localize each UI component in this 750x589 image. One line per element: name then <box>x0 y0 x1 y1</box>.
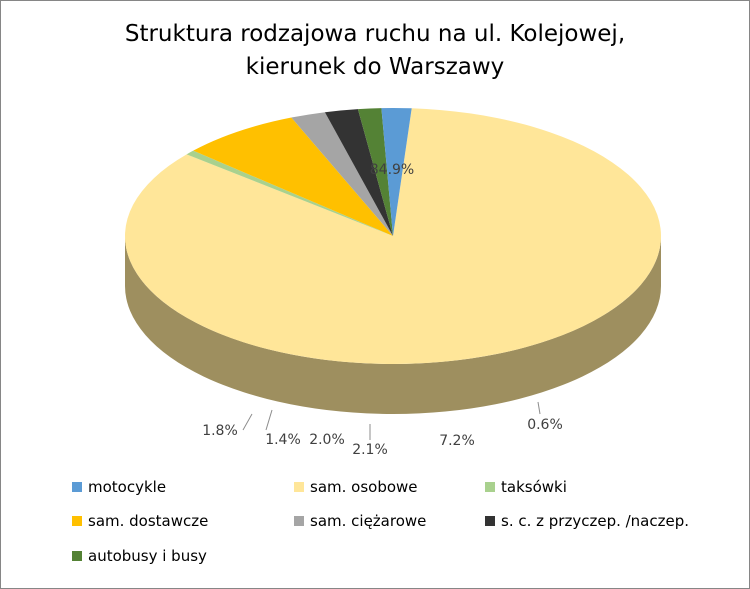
pie-slice-s-c-z-przyczep-naczep-[interactable] <box>324 109 393 236</box>
data-label-sam-ci-arowe: 2.1% <box>352 442 388 458</box>
chart-title-line-2: kierunek do Warszawy <box>245 54 505 80</box>
pie-slice-sam-dostawcze[interactable] <box>193 117 393 236</box>
legend-item: autobusy i busy <box>72 547 207 565</box>
legend-swatch <box>72 516 82 526</box>
pie-side-sam-osobowe <box>125 236 661 414</box>
chart-title: Struktura rodzajowa ruchu na ul. Kolejow… <box>0 18 750 84</box>
legend-label: sam. dostawcze <box>88 512 209 530</box>
data-label-taks-wki: 0.6% <box>527 417 563 433</box>
pie-slice-taks-wki[interactable] <box>186 150 393 236</box>
legend-label: sam. ciężarowe <box>310 512 427 530</box>
legend-label: sam. osobowe <box>310 478 418 496</box>
leader-line-1 <box>537 401 541 415</box>
data-label-motocykle: 1.8% <box>202 423 238 439</box>
data-label-sam-dostawcze: 7.2% <box>439 433 475 449</box>
legend-swatch <box>294 482 304 492</box>
legend-swatch <box>485 482 495 492</box>
chart-title-line-1: Struktura rodzajowa ruchu na ul. Kolejow… <box>124 21 626 47</box>
legend-item: sam. dostawcze <box>72 512 208 530</box>
legend-label: s. c. z przyczep. /naczep. <box>501 512 690 530</box>
legend-swatch <box>72 482 82 492</box>
data-labels: 84.9% 0.6% 7.2% 2.1% 2.0% 1.4% 1.8% <box>202 162 563 458</box>
legend-item: sam. ciężarowe <box>294 512 426 530</box>
pie-slice-sam-osobowe[interactable] <box>124 108 662 364</box>
legend-swatch <box>72 551 82 561</box>
data-label-autobusy-i-busy: 1.4% <box>265 432 301 448</box>
legend-label: autobusy i busy <box>88 547 207 565</box>
pie-slice-autobusy-i-busy[interactable] <box>357 108 393 236</box>
legend-item: sam. osobowe <box>294 478 418 496</box>
legend-item: s. c. z przyczep. /naczep. <box>485 512 689 530</box>
legend-label: motocykle <box>88 478 167 496</box>
pie-chart: 84.9% 0.6% 7.2% 2.1% 2.0% 1.4% 1.8% <box>124 108 662 458</box>
legend-swatch <box>294 516 304 526</box>
legend-label: taksówki <box>501 478 567 496</box>
pie-side-walls <box>125 236 661 414</box>
pie-slice-sam-ci-arowe[interactable] <box>291 112 393 236</box>
legend-item: motocykle <box>72 478 166 496</box>
leader-line-6 <box>242 413 253 431</box>
legend-swatch <box>485 516 495 526</box>
leader-line-5 <box>265 409 273 431</box>
pie-slice-motocykle[interactable] <box>381 108 412 236</box>
pie-top-faces <box>124 108 662 364</box>
data-label-s-c-z-przyczep-naczep-: 2.0% <box>309 432 345 448</box>
data-label-sam-osobowe: 84.9% <box>370 162 414 178</box>
legend-item: taksówki <box>485 478 567 496</box>
